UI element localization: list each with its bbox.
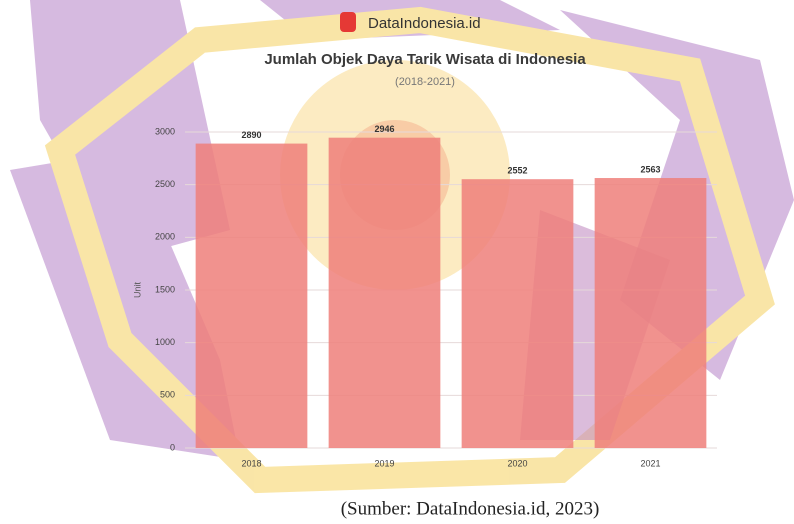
x-tick-label: 2021 — [640, 458, 660, 468]
y-tick-label: 3000 — [155, 126, 175, 136]
x-tick-label: 2019 — [374, 458, 394, 468]
value-label: 2563 — [640, 164, 660, 174]
y-tick-label: 1500 — [155, 284, 175, 294]
value-label: 2946 — [374, 124, 394, 134]
bar — [462, 179, 574, 448]
source-caption: (Sumber: DataIndonesia.id, 2023) — [341, 498, 600, 519]
bar — [595, 178, 707, 448]
x-tick-label: 2018 — [241, 458, 261, 468]
y-tick-label: 2000 — [155, 232, 175, 242]
y-tick-label: 500 — [160, 390, 175, 400]
chart: DataIndonesia.id Jumlah Objek Daya Tarik… — [0, 0, 794, 524]
bar — [329, 138, 441, 448]
value-label: 2890 — [241, 130, 261, 140]
chart-subtitle: (2018-2021) — [395, 76, 455, 88]
y-tick-label: 2500 — [155, 179, 175, 189]
x-tick-label: 2020 — [507, 458, 527, 468]
value-label: 2552 — [507, 166, 527, 176]
y-axis-label: Unit — [132, 282, 142, 299]
y-tick-label: 0 — [170, 442, 175, 452]
bar — [196, 144, 308, 448]
brand: DataIndonesia.id — [368, 15, 481, 32]
brand-logo — [340, 12, 356, 32]
y-tick-label: 1000 — [155, 337, 175, 347]
chart-title: Jumlah Objek Daya Tarik Wisata di Indone… — [264, 51, 586, 68]
